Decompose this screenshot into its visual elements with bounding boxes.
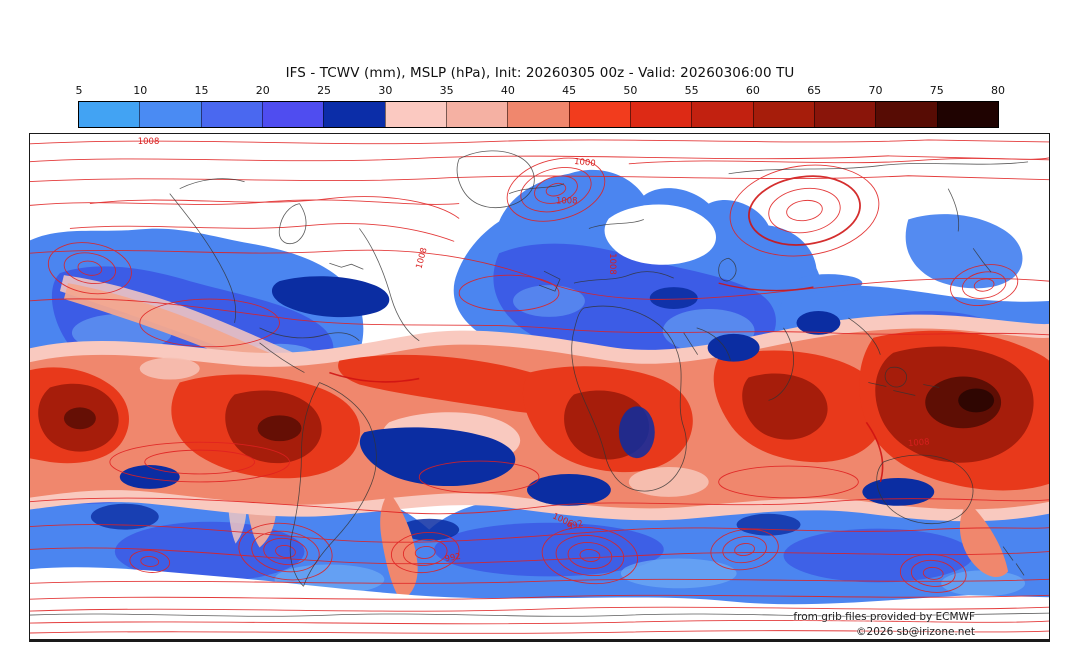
colorbar-segment [139, 102, 201, 127]
colorbar-segment [691, 102, 753, 127]
colorbar-tick-label: 20 [255, 84, 270, 97]
colorbar-tick-label: 70 [868, 84, 883, 97]
colorbar-tick-label: 50 [623, 84, 638, 97]
mslp-contours [30, 139, 1049, 634]
colorbar-segment [445, 102, 508, 127]
colorbar-tick-label: 15 [194, 84, 209, 97]
colorbar-segment [568, 102, 630, 127]
tcwv-shading-navy-patches [119, 276, 935, 506]
colorbar-tick-label: 75 [929, 84, 944, 97]
colorbar-segment [875, 102, 937, 127]
contour-label: 992 [444, 551, 462, 564]
colorbar-tick-label: 60 [745, 84, 760, 97]
contour-label: 1008 [608, 253, 618, 274]
contour-label: 1000 [574, 156, 596, 168]
colorbar-tick-label: 80 [991, 84, 1005, 97]
colorbar-tick-label: 30 [378, 84, 393, 97]
colorbar-segment [813, 102, 876, 127]
contour-label: 1008 [138, 136, 160, 146]
antarctica-region [30, 567, 1049, 639]
page-title: IFS - TCWV (mm), MSLP (hPa), Init: 20260… [285, 65, 795, 81]
colorbar-tick-label: 45 [562, 84, 577, 97]
weather-map: 1008 1008 1008 1008 1008 992 992 1006 1000 from … [29, 133, 1050, 642]
colorbar-segment [752, 102, 814, 127]
colorbar-segment [507, 102, 569, 127]
contour-label: 1008 [556, 196, 578, 206]
colorbar-ticks: 5 10 15 20 25 30 35 40 45 50 55 60 65 70 75 80 [75, 84, 1006, 98]
colorbar-tick-label: 25 [317, 84, 332, 97]
colorbar-segment [936, 102, 998, 127]
attribution-source: from grib files provided by ECMWF [793, 611, 975, 623]
attribution-copyright: ©2026 sb@irizone.net [856, 626, 975, 638]
colorbar-tick-label: 5 [75, 84, 83, 97]
colorbar-tick-label: 55 [684, 84, 699, 97]
colorbar-segment [200, 102, 262, 127]
colorbar-tick-label: 65 [807, 84, 822, 97]
colorbar [78, 101, 999, 128]
colorbar-segment [384, 102, 446, 127]
coastlines [30, 150, 1049, 617]
contour-label: 992 [566, 518, 584, 532]
contour-label: 1008 [908, 436, 930, 448]
colorbar-segment [323, 102, 385, 127]
tcwv-shading-tropics [30, 314, 1049, 602]
colorbar-tick-label: 40 [500, 84, 515, 97]
colorbar-segment [79, 102, 140, 127]
colorbar-tick-label: 10 [133, 84, 148, 97]
colorbar-tick-label: 35 [439, 84, 454, 97]
colorbar-segment [629, 102, 692, 127]
colorbar-segment [261, 102, 324, 127]
